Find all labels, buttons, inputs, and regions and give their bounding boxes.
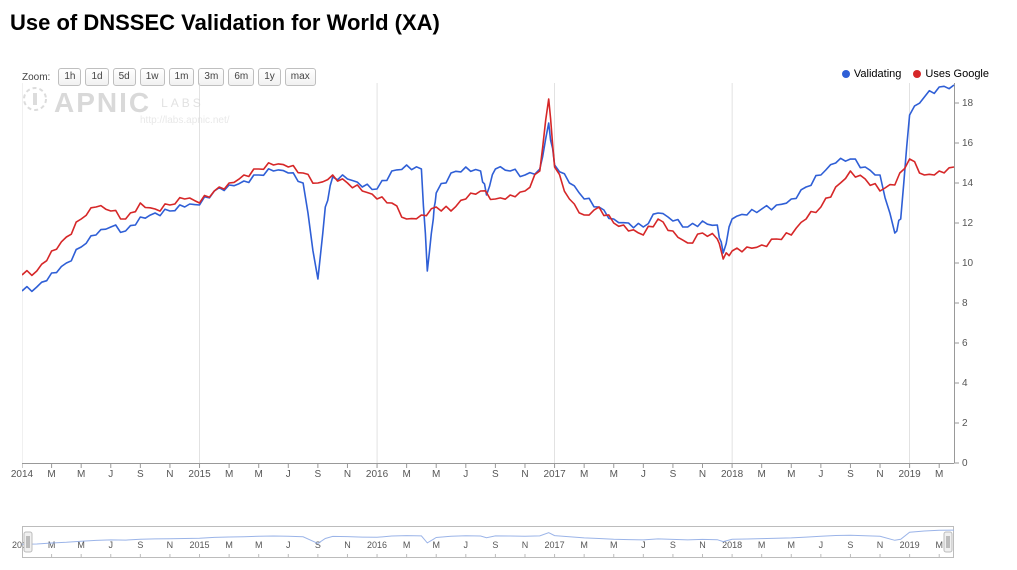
svg-text:8: 8 bbox=[962, 298, 968, 309]
chart-container: Use of DNSSEC Validation for World (XA) … bbox=[0, 0, 1017, 570]
series-uses-google bbox=[22, 99, 954, 275]
legend-dot-icon bbox=[842, 70, 850, 78]
svg-text:16: 16 bbox=[962, 138, 974, 149]
main-chart[interactable]: 0 2 4 6 8 10 12 14 16 18 bbox=[22, 83, 982, 493]
legend: Validating Uses Google bbox=[842, 68, 989, 80]
legend-label: Validating bbox=[854, 68, 902, 80]
legend-dot-icon bbox=[913, 70, 921, 78]
svg-text:10: 10 bbox=[962, 258, 974, 269]
navigator-chart[interactable] bbox=[22, 526, 982, 558]
legend-item-0[interactable]: Validating bbox=[842, 68, 902, 80]
svg-text:12: 12 bbox=[962, 218, 974, 229]
svg-text:6: 6 bbox=[962, 338, 968, 349]
legend-label: Uses Google bbox=[925, 68, 989, 80]
svg-text:2: 2 bbox=[962, 418, 968, 429]
series-validating bbox=[22, 85, 954, 291]
zoom-label: Zoom: bbox=[22, 72, 50, 83]
svg-text:0: 0 bbox=[962, 458, 968, 469]
svg-text:18: 18 bbox=[962, 98, 974, 109]
svg-text:14: 14 bbox=[962, 178, 974, 189]
legend-item-1[interactable]: Uses Google bbox=[913, 68, 989, 80]
page-title: Use of DNSSEC Validation for World (XA) bbox=[0, 0, 1017, 40]
nav-handle-right[interactable] bbox=[944, 532, 952, 552]
svg-text:4: 4 bbox=[962, 378, 968, 389]
nav-handle-left[interactable] bbox=[24, 532, 32, 552]
